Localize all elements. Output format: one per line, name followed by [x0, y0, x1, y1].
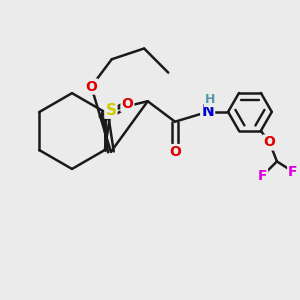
Text: F: F: [288, 165, 298, 178]
Text: O: O: [169, 145, 181, 159]
Text: H: H: [205, 93, 215, 106]
Text: O: O: [85, 80, 97, 94]
Text: N: N: [201, 104, 214, 119]
Text: O: O: [264, 136, 276, 149]
Text: F: F: [258, 169, 267, 183]
Text: O: O: [122, 97, 133, 111]
Text: S: S: [105, 103, 116, 118]
